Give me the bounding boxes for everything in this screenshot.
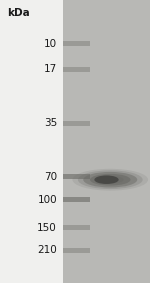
Text: 150: 150: [37, 223, 57, 233]
Ellipse shape: [72, 169, 148, 191]
Bar: [63, 121, 90, 126]
Text: 35: 35: [44, 118, 57, 128]
Text: 17: 17: [44, 64, 57, 74]
Text: 100: 100: [37, 194, 57, 205]
Ellipse shape: [90, 174, 130, 186]
Bar: [63, 41, 90, 46]
Text: 70: 70: [44, 172, 57, 182]
Bar: [63, 174, 90, 179]
Bar: [63, 225, 90, 230]
Bar: [63, 0, 150, 283]
Bar: [63, 197, 90, 202]
Ellipse shape: [97, 176, 124, 184]
Text: 10: 10: [44, 39, 57, 49]
Bar: [63, 248, 90, 253]
Text: 210: 210: [37, 245, 57, 256]
Ellipse shape: [83, 172, 137, 187]
Bar: [63, 67, 90, 72]
Ellipse shape: [94, 175, 119, 184]
Bar: [0, 0, 63, 283]
Ellipse shape: [78, 170, 143, 189]
Text: kDa: kDa: [8, 8, 30, 18]
